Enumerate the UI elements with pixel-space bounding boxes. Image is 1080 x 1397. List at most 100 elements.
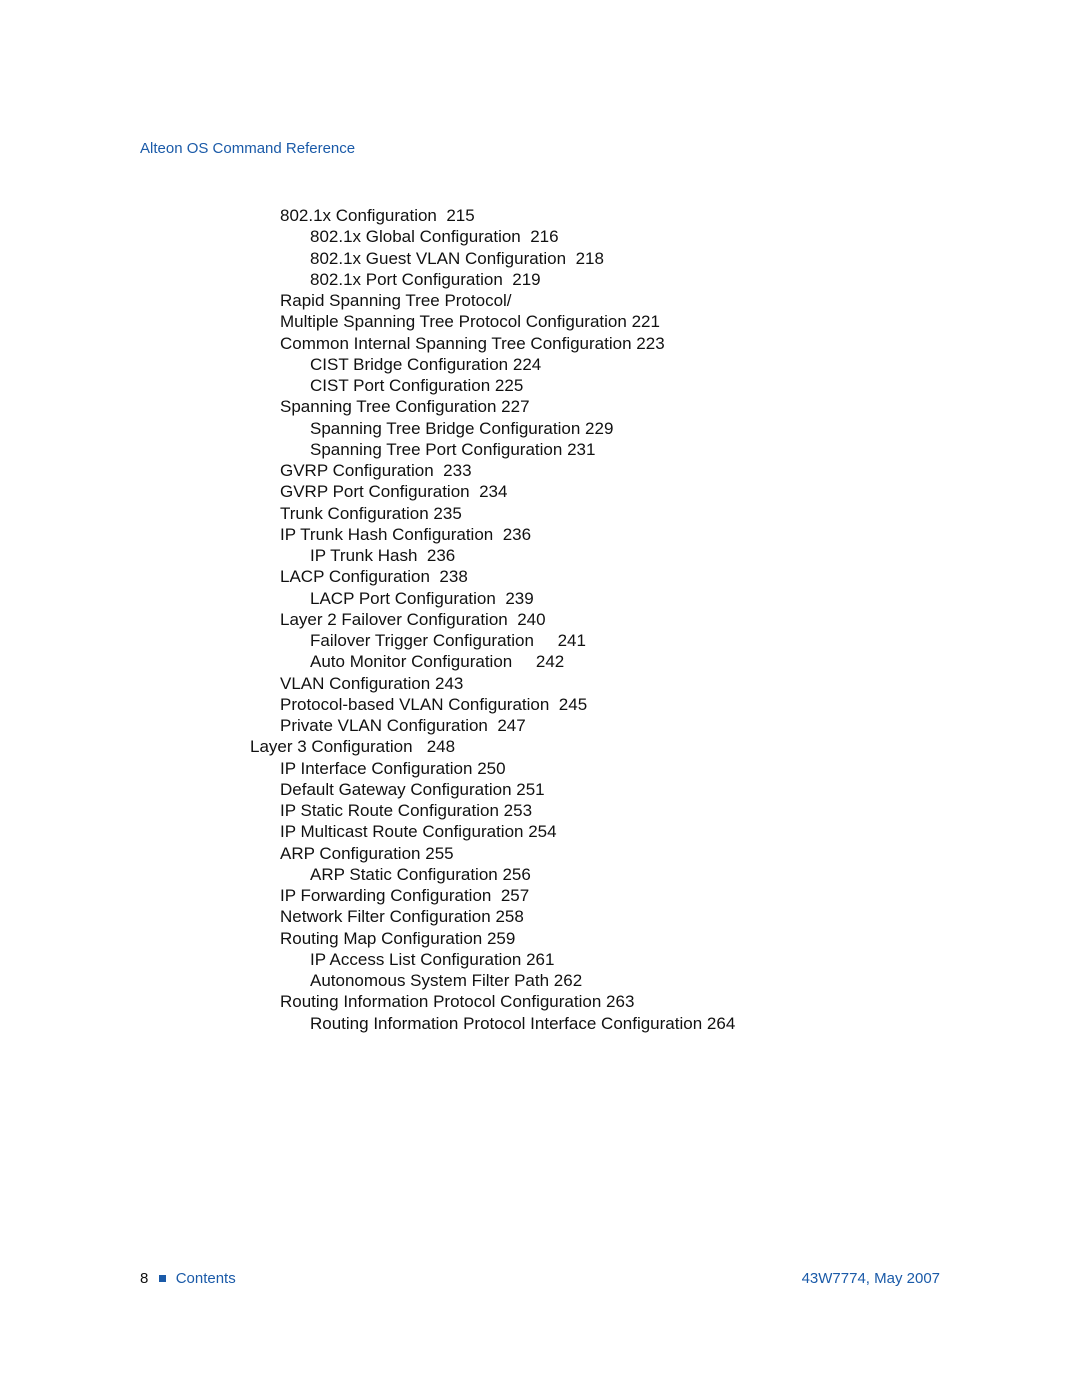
toc-entry-sep — [566, 249, 575, 268]
toc-entry: IP Multicast Route Configuration 254 — [250, 821, 940, 842]
toc-entry-page: 224 — [513, 355, 541, 374]
toc-entry-page: 255 — [425, 844, 453, 863]
toc-entry-page: 264 — [707, 1014, 735, 1033]
toc-entry: Layer 3 Configuration 248 — [250, 736, 940, 757]
toc-entry-page: 223 — [636, 334, 664, 353]
toc-entry-title: GVRP Port Configuration — [280, 482, 470, 501]
toc-entry: 802.1x Port Configuration 219 — [250, 269, 940, 290]
toc-entry: IP Interface Configuration 250 — [250, 758, 940, 779]
toc-entry-title: LACP Configuration — [280, 567, 430, 586]
toc-entry-title: Routing Map Configuration — [280, 929, 482, 948]
toc-entry-title: Auto Monitor Configuration — [310, 652, 512, 671]
toc-entry-page: 236 — [427, 546, 455, 565]
toc-entry-sep — [417, 546, 426, 565]
toc-entry-title: Protocol-based VLAN Configuration — [280, 695, 549, 714]
toc-entry: Private VLAN Configuration 247 — [250, 715, 940, 736]
toc-entry-title: Spanning Tree Bridge Configuration — [310, 419, 580, 438]
toc-entry-title: Network Filter Configuration — [280, 907, 491, 926]
toc-entry-title: IP Access List Configuration — [310, 950, 521, 969]
toc-entry-title: Default Gateway Configuration — [280, 780, 512, 799]
toc-entry: Routing Map Configuration 259 — [250, 928, 940, 949]
toc-entry: CIST Port Configuration 225 — [250, 375, 940, 396]
toc-entry-title: IP Interface Configuration — [280, 759, 472, 778]
toc-entry-page: 242 — [536, 652, 564, 671]
toc-entry-title: VLAN Configuration — [280, 674, 430, 693]
toc-entry-page: 219 — [512, 270, 540, 289]
toc-entry: LACP Port Configuration 239 — [250, 588, 940, 609]
toc-entry-sep — [434, 461, 443, 480]
toc-entry-title: IP Trunk Hash — [310, 546, 417, 565]
toc-entry-page: 253 — [504, 801, 532, 820]
toc-entry: LACP Configuration 238 — [250, 566, 940, 587]
toc-entry-title: IP Trunk Hash Configuration — [280, 525, 493, 544]
toc-entry-title: Failover Trigger Configuration — [310, 631, 534, 650]
toc-entry-page: 247 — [497, 716, 525, 735]
toc-entry-sep — [437, 206, 446, 225]
footer-left: 8 Contents — [140, 1270, 236, 1287]
toc-entry-page: 254 — [528, 822, 556, 841]
toc-entry-page: 259 — [487, 929, 515, 948]
toc-entry-page: 257 — [501, 886, 529, 905]
toc-entry-title: Private VLAN Configuration — [280, 716, 488, 735]
toc-entry: IP Forwarding Configuration 257 — [250, 885, 940, 906]
toc-entry-title: Trunk Configuration — [280, 504, 429, 523]
toc-entry: Spanning Tree Port Configuration 231 — [250, 439, 940, 460]
toc-entry-title: 802.1x Global Configuration — [310, 227, 521, 246]
toc-entry-page: 215 — [446, 206, 474, 225]
toc-entry-page: 240 — [517, 610, 545, 629]
toc-entry: Network Filter Configuration 258 — [250, 906, 940, 927]
toc-entry: Multiple Spanning Tree Protocol Configur… — [250, 311, 940, 332]
toc-entry-title: Rapid Spanning Tree Protocol/ — [280, 291, 512, 310]
toc-entry: Failover Trigger Configuration 241 — [250, 630, 940, 651]
toc-entry-page: 248 — [427, 737, 455, 756]
toc-entry: IP Static Route Configuration 253 — [250, 800, 940, 821]
toc-entry: Rapid Spanning Tree Protocol/ — [250, 290, 940, 311]
toc-entry-title: Spanning Tree Configuration — [280, 397, 496, 416]
toc-entry: ARP Configuration 255 — [250, 843, 940, 864]
toc-entry-title: Spanning Tree Port Configuration — [310, 440, 562, 459]
toc-entry-sep — [503, 270, 512, 289]
square-bullet-icon — [159, 1275, 166, 1282]
toc-entry-page: 258 — [495, 907, 523, 926]
toc-entry: 802.1x Guest VLAN Configuration 218 — [250, 248, 940, 269]
toc-entry-sep — [491, 886, 500, 905]
toc-entry-page: 239 — [505, 589, 533, 608]
toc-entry: Spanning Tree Configuration 227 — [250, 396, 940, 417]
toc-entry: ARP Static Configuration 256 — [250, 864, 940, 885]
toc-entry: CIST Bridge Configuration 224 — [250, 354, 940, 375]
toc-entry: Spanning Tree Bridge Configuration 229 — [250, 418, 940, 439]
toc-entry: Layer 2 Failover Configuration 240 — [250, 609, 940, 630]
toc-entry-title: IP Forwarding Configuration — [280, 886, 491, 905]
toc-entry: Common Internal Spanning Tree Configurat… — [250, 333, 940, 354]
toc-entry-page: 218 — [576, 249, 604, 268]
toc-entry-sep — [521, 227, 530, 246]
toc-entry-title: 802.1x Guest VLAN Configuration — [310, 249, 566, 268]
toc-entry: Default Gateway Configuration 251 — [250, 779, 940, 800]
toc-entry: GVRP Port Configuration 234 — [250, 481, 940, 502]
toc-entry-title: ARP Configuration — [280, 844, 421, 863]
toc-entry: Protocol-based VLAN Configuration 245 — [250, 694, 940, 715]
toc-entry-title: Autonomous System Filter Path — [310, 971, 549, 990]
toc-entry-page: 225 — [495, 376, 523, 395]
toc-entry-page: 234 — [479, 482, 507, 501]
toc-entry-page: 231 — [567, 440, 595, 459]
toc-entry-page: 251 — [516, 780, 544, 799]
toc-entry-page: 216 — [530, 227, 558, 246]
toc-entry: Routing Information Protocol Configurati… — [250, 991, 940, 1012]
toc-entry-title: Layer 2 Failover Configuration — [280, 610, 508, 629]
toc-entry-title: IP Static Route Configuration — [280, 801, 499, 820]
toc-entry-sep — [470, 482, 479, 501]
footer-right: 43W7774, May 2007 — [802, 1270, 940, 1287]
toc-entry-sep — [534, 631, 558, 650]
toc-entry: Auto Monitor Configuration 242 — [250, 651, 940, 672]
toc-entry-title: ARP Static Configuration — [310, 865, 498, 884]
toc-entry-page: 245 — [559, 695, 587, 714]
running-header: Alteon OS Command Reference — [140, 140, 940, 157]
toc-entry: Routing Information Protocol Interface C… — [250, 1013, 940, 1034]
toc-entry-title: 802.1x Port Configuration — [310, 270, 503, 289]
toc-entry-sep — [512, 652, 536, 671]
toc-entry: GVRP Configuration 233 — [250, 460, 940, 481]
footer-section: Contents — [176, 1270, 236, 1287]
toc-entry-title: IP Multicast Route Configuration — [280, 822, 523, 841]
toc-entry-page: 221 — [632, 312, 660, 331]
